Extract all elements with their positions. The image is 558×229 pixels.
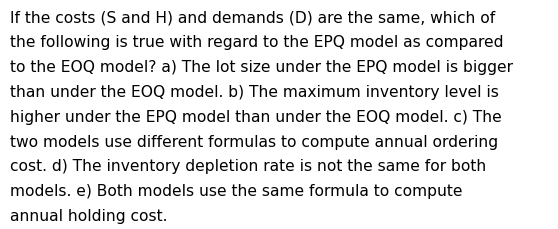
Text: models. e) Both models use the same formula to compute: models. e) Both models use the same form…	[10, 183, 463, 198]
Text: than under the EOQ model. b) The maximum inventory level is: than under the EOQ model. b) The maximum…	[10, 85, 499, 99]
Text: the following is true with regard to the EPQ model as compared: the following is true with regard to the…	[10, 35, 503, 50]
Text: two models use different formulas to compute annual ordering: two models use different formulas to com…	[10, 134, 498, 149]
Text: to the EOQ model? a) The lot size under the EPQ model is bigger: to the EOQ model? a) The lot size under …	[10, 60, 513, 75]
Text: If the costs (S and H) and demands (D) are the same, which of: If the costs (S and H) and demands (D) a…	[10, 10, 496, 25]
Text: cost. d) The inventory depletion rate is not the same for both: cost. d) The inventory depletion rate is…	[10, 159, 486, 174]
Text: higher under the EPQ model than under the EOQ model. c) The: higher under the EPQ model than under th…	[10, 109, 502, 124]
Text: annual holding cost.: annual holding cost.	[10, 208, 167, 223]
